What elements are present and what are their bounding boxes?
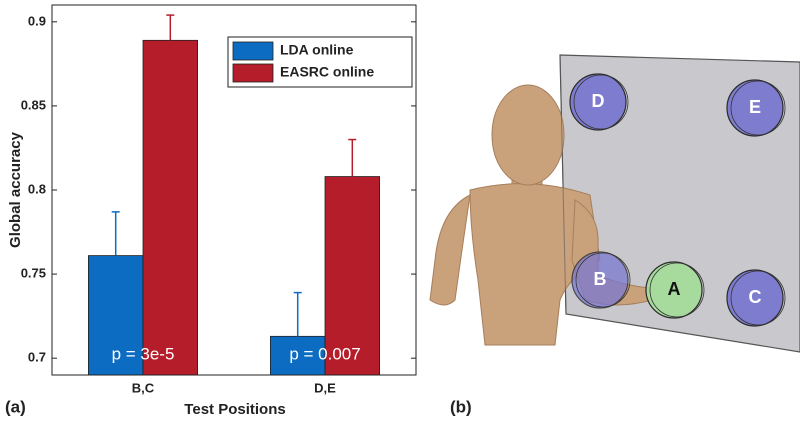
target (726, 79, 784, 137)
target (571, 251, 629, 309)
bar (324, 176, 380, 376)
annotation: p = 0.007 (289, 344, 360, 363)
legend-label: EASRC online (280, 64, 374, 80)
legend-label: LDA online (280, 42, 354, 58)
bar (88, 255, 144, 376)
x-tick-label: D,E (314, 380, 336, 395)
axes-box (51, 4, 417, 376)
panel-label: (b) (450, 397, 472, 416)
legend-swatch (232, 63, 274, 83)
y-tick-label: 0.7 (28, 350, 46, 365)
target-label: E (749, 97, 761, 117)
target-label: D (592, 91, 605, 111)
target-ring (573, 74, 629, 130)
y-tick-label: 0.75 (21, 266, 46, 281)
target (726, 269, 784, 327)
target-ring (730, 80, 786, 136)
target-label: B (594, 269, 607, 289)
x-tick-label: B,C (132, 380, 155, 395)
target-ring (649, 262, 705, 318)
y-tick-label: 0.9 (28, 13, 46, 28)
x-axis-label: Test Positions (184, 401, 285, 418)
target (645, 261, 703, 319)
y-tick-label: 0.8 (28, 181, 46, 196)
panel-label: (a) (5, 397, 26, 416)
chart: (a) Test Positions Global accuracy 0.7 0.… (5, 4, 417, 418)
target (569, 73, 627, 131)
y-axis-label: Global accuracy (7, 131, 24, 248)
target-ring (730, 270, 786, 326)
target-ring (575, 252, 631, 308)
bar (269, 335, 326, 376)
y-tick-label: 0.85 (21, 97, 46, 112)
target-label: C (749, 287, 762, 307)
annotation: p = 3e-5 (112, 344, 175, 363)
bar (142, 39, 198, 376)
illustration: D E B A C (b) (429, 54, 800, 416)
legend-swatch (232, 41, 274, 61)
target-label: A (668, 279, 681, 299)
